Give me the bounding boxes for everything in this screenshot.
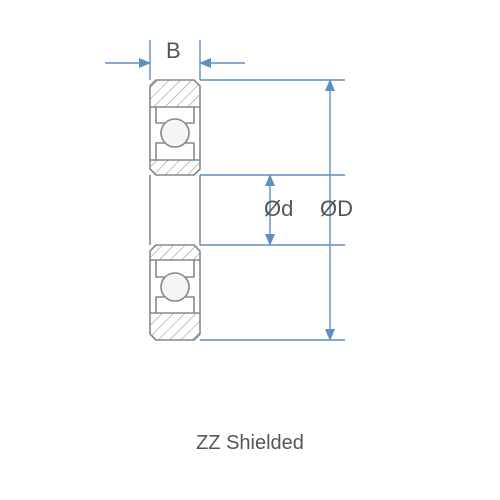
label-inner-diameter-d: Ød [264, 196, 293, 221]
label-outer-diameter-D: ØD [320, 196, 353, 221]
bearing-cross-section-svg: B Ød ØD [0, 0, 500, 500]
bearing-diagram-stage: B Ød ØD ZZ Shielded [0, 0, 500, 500]
diagram-caption: ZZ Shielded [0, 432, 500, 455]
label-width-B: B [166, 38, 181, 63]
